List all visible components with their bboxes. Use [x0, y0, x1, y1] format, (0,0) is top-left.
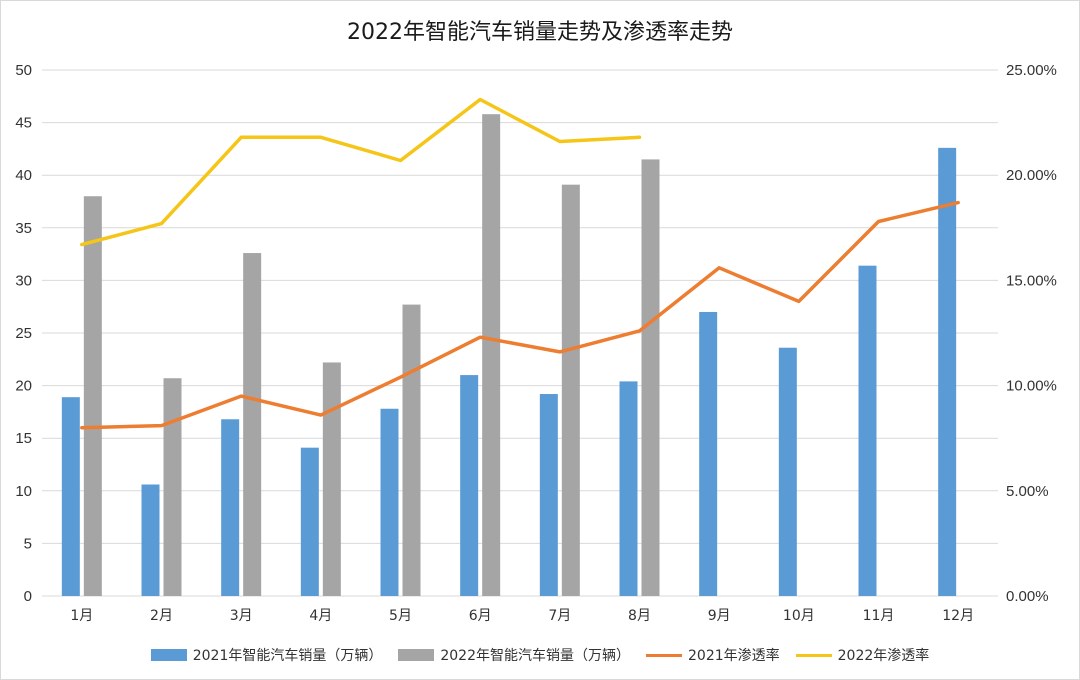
legend-label-2022-sales: 2022年智能汽车销量（万辆）: [440, 648, 630, 664]
y-left-tick-label: 0: [24, 588, 32, 605]
legend-label-2021-sales: 2021年智能汽车销量（万辆）: [192, 648, 383, 664]
y-right-tick-label: 5.00%: [1006, 483, 1049, 500]
x-tick-label: 6月: [469, 608, 492, 624]
y-left-tick-label: 15: [15, 430, 32, 447]
bar-2021-sales: [460, 375, 479, 596]
bar-2021-sales: [61, 397, 80, 596]
x-tick-label: 7月: [548, 608, 571, 624]
y-axis-right: 0.00% 5.00% 10.00% 15.00% 20.00% 25.00%: [1006, 62, 1057, 605]
chart-title: 2022年智能汽车销量走势及渗透率走势: [347, 20, 733, 45]
bar-2021-sales: [221, 419, 240, 596]
legend-swatch-2021-sales: [150, 649, 187, 661]
bar-2021-sales: [141, 484, 160, 596]
bar-2021-sales: [300, 447, 319, 596]
line-2022-penetration: [80, 97, 642, 247]
bar-2022-sales: [322, 362, 341, 596]
y-left-tick-label: 10: [15, 483, 32, 500]
x-tick-label: 5月: [389, 608, 412, 624]
legend-swatch-2022-penetration: [795, 653, 832, 657]
bar-2021-sales: [539, 394, 558, 596]
legend-swatch-2022-sales: [398, 649, 435, 661]
y-left-tick-label: 35: [15, 220, 32, 237]
y-left-tick-label: 20: [15, 378, 32, 395]
x-axis: 1月 2月 3月 4月 5月 6月 7月 8月 9月 10月 11月 12月: [70, 608, 974, 624]
legend-swatch-2021-penetration: [646, 653, 682, 657]
y-left-tick-label: 45: [15, 115, 32, 132]
x-tick-label: 11月: [863, 608, 895, 624]
y-right-tick-label: 10.00%: [1006, 378, 1057, 395]
bar-series: [61, 114, 957, 597]
bar-2022-sales: [243, 253, 262, 596]
bar-2022-sales: [402, 304, 421, 596]
line-series: [80, 97, 960, 430]
x-tick-label: 2月: [150, 608, 173, 624]
y-right-tick-label: 20.00%: [1006, 167, 1057, 184]
legend-item-2021-sales: 2021年智能汽车销量（万辆）: [150, 645, 383, 665]
x-tick-label: 9月: [708, 608, 731, 624]
bar-2022-sales: [641, 159, 660, 597]
y-left-tick-label: 40: [15, 167, 32, 184]
legend-label-2022-penetration: 2022年渗透率: [837, 648, 930, 664]
x-tick-label: 4月: [309, 608, 332, 624]
gridlines: [42, 69, 998, 597]
legend-item-2022-sales: 2022年智能汽车销量（万辆）: [398, 645, 630, 665]
bar-2021-sales: [699, 311, 718, 596]
y-left-tick-label: 25: [15, 325, 32, 342]
y-right-tick-label: 15.00%: [1006, 272, 1057, 289]
y-right-tick-label: 25.00%: [1006, 62, 1057, 79]
bar-2022-sales: [561, 184, 580, 596]
y-axis-left: 0 5 10 15 20 25 30 35 40 45 50: [15, 62, 32, 605]
x-tick-label: 8月: [628, 608, 651, 624]
legend: 2021年智能汽车销量（万辆） 2022年智能汽车销量（万辆） 2021年渗透率…: [0, 644, 1080, 666]
chart-plot-area: 0 5 10 15 20 25 30 35 40 45 50 0.00% 5.00% 10.00% 15.…: [15, 62, 1057, 624]
bar-2021-sales: [778, 347, 797, 596]
legend-item-2022-penetration: 2022年渗透率: [795, 645, 930, 665]
y-left-tick-label: 5: [24, 535, 32, 552]
bar-2022-sales: [83, 196, 102, 597]
bar-2022-sales: [482, 114, 501, 597]
x-tick-label: 1月: [70, 608, 93, 624]
line-2021-penetration: [80, 200, 960, 430]
bar-2022-sales: [163, 378, 182, 596]
x-tick-label: 3月: [230, 608, 253, 624]
legend-item-2021-penetration: 2021年渗透率: [646, 645, 780, 665]
bar-2021-sales: [619, 381, 638, 596]
bar-2021-sales: [938, 147, 957, 596]
bar-2021-sales: [380, 408, 399, 596]
y-right-tick-label: 0.00%: [1006, 588, 1049, 605]
y-left-tick-label: 50: [15, 62, 32, 79]
x-tick-label: 10月: [783, 608, 815, 624]
legend-label-2021-penetration: 2021年渗透率: [688, 648, 780, 664]
x-tick-label: 12月: [942, 608, 974, 624]
bar-2021-sales: [858, 265, 877, 596]
y-left-tick-label: 30: [15, 272, 32, 289]
